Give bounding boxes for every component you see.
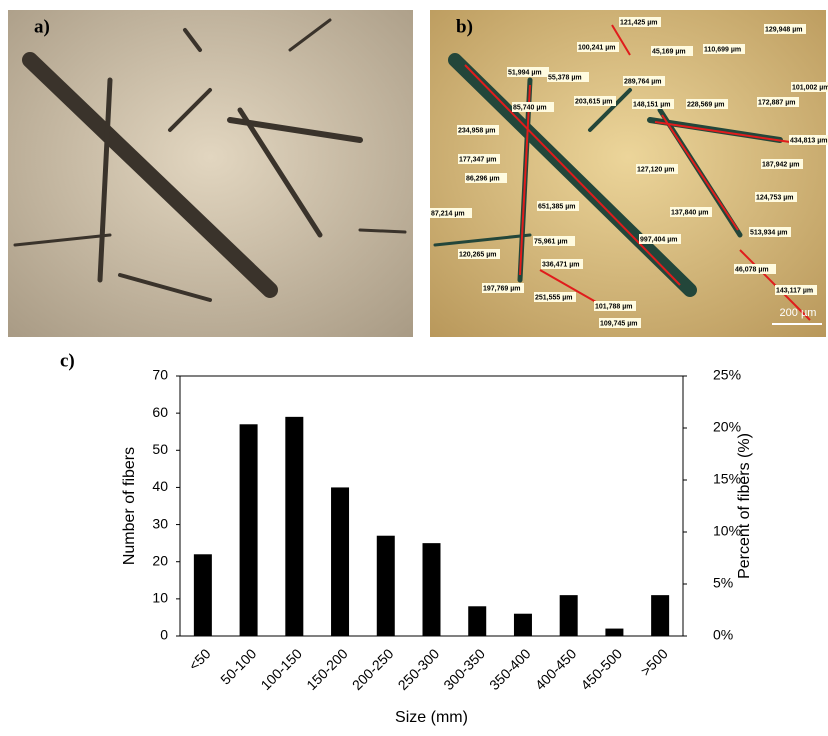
bar: [651, 595, 669, 636]
micrograph-label: 127,120 µm: [637, 166, 675, 173]
micrograph-label: 997,404 µm: [640, 236, 678, 243]
micrograph-label: 46,078 µm: [735, 266, 769, 273]
micrograph-label: 109,745 µm: [600, 320, 638, 327]
micrograph-label: 148,151 µm: [633, 101, 671, 108]
micrograph-label: 143,117 µm: [776, 287, 813, 294]
y-tick-label: 40: [152, 478, 168, 494]
x-tick-label: 350-400: [486, 645, 534, 693]
micrograph-label: 336,471 µm: [542, 261, 580, 268]
y2-tick-label: 25%: [713, 367, 741, 383]
y2-tick-label: 0%: [713, 627, 733, 643]
y2-axis-title: Percent of fibers (%): [736, 433, 753, 579]
bar: [194, 554, 212, 636]
micrograph-label: 120,265 µm: [459, 251, 497, 258]
panel-label: b): [456, 16, 473, 37]
x-tick-label: >500: [637, 645, 671, 679]
micrograph-label: 55,378 µm: [548, 74, 582, 81]
y-tick-label: 50: [152, 441, 168, 457]
y-tick-label: 70: [152, 367, 168, 383]
x-tick-label: 150-200: [303, 645, 351, 693]
micrograph-label: 101,002 µm: [792, 84, 828, 91]
micrograph-label: 651,385 µm: [538, 203, 576, 210]
micrograph-label: 251,555 µm: [535, 294, 573, 301]
bar: [514, 614, 532, 636]
bar: [240, 424, 258, 636]
micrograph-label: 513,934 µm: [750, 229, 788, 236]
scale-bar-label: 200 µm: [780, 307, 817, 319]
x-tick-label: 450-500: [577, 645, 625, 693]
micrograph-label: 137,840 µm: [671, 209, 709, 216]
y-tick-label: 20: [152, 552, 168, 568]
micrograph-label: 434,813 µm: [790, 137, 828, 144]
micrograph-a: [8, 10, 413, 337]
micrograph-label: 172,887 µm: [758, 99, 796, 106]
micrograph-label: 110,699 µm: [704, 46, 741, 53]
panel-label: c): [60, 350, 75, 371]
x-axis-title: Size (mm): [395, 709, 468, 726]
micrograph-label: 86,296 µm: [466, 175, 500, 182]
figure: a) b) c) 200 µm 121,425 µm 100,241 µm 45,1…: [0, 0, 828, 731]
bar: [468, 606, 486, 636]
y-tick-label: 60: [152, 404, 168, 420]
micrograph-label: 75,961 µm: [534, 238, 568, 245]
y-tick-label: 10: [152, 590, 168, 606]
micrograph-label: 289,764 µm: [624, 78, 662, 85]
x-tick-label: 200-250: [349, 645, 397, 693]
bar: [331, 487, 349, 636]
x-tick-label: 50-100: [217, 645, 259, 687]
micrograph-label: 129,948 µm: [765, 26, 803, 33]
y2-tick-label: 5%: [713, 575, 733, 591]
y-axis-title: Number of fibers: [121, 447, 138, 565]
micrograph-label: 187,942 µm: [762, 161, 800, 168]
micrograph-label: 121,425 µm: [620, 19, 658, 26]
micrograph-label: 177,347 µm: [459, 156, 497, 163]
micrograph-label: 87,214 µm: [431, 210, 465, 217]
micrograph-label: 124,753 µm: [756, 194, 794, 201]
micrograph-label: 101,788 µm: [595, 303, 633, 310]
micrograph-label: 45,169 µm: [652, 48, 686, 55]
x-tick-label: <50: [185, 645, 213, 673]
x-tick-label: 100-150: [257, 645, 305, 693]
bar: [423, 543, 441, 636]
bar: [285, 417, 303, 636]
x-tick-label: 250-300: [395, 645, 443, 693]
micrograph-label: 203,615 µm: [575, 98, 613, 105]
panel-label: a): [34, 16, 50, 37]
micrograph-label: 197,769 µm: [483, 285, 521, 292]
bar: [605, 629, 623, 636]
micrograph-label: 100,241 µm: [578, 44, 616, 51]
y-tick-label: 0: [160, 627, 168, 643]
x-tick-label: 300-350: [440, 645, 488, 693]
micrograph-label: 228,569 µm: [687, 101, 725, 108]
micrograph-label: 234,958 µm: [458, 127, 496, 134]
bar: [560, 595, 578, 636]
y-tick-label: 30: [152, 515, 168, 531]
micrograph-label: 85,740 µm: [513, 104, 547, 111]
x-tick-label: 400-450: [532, 645, 580, 693]
y2-tick-label: 20%: [713, 419, 741, 435]
bar: [377, 536, 395, 636]
micrograph-label: 51,994 µm: [508, 69, 542, 76]
